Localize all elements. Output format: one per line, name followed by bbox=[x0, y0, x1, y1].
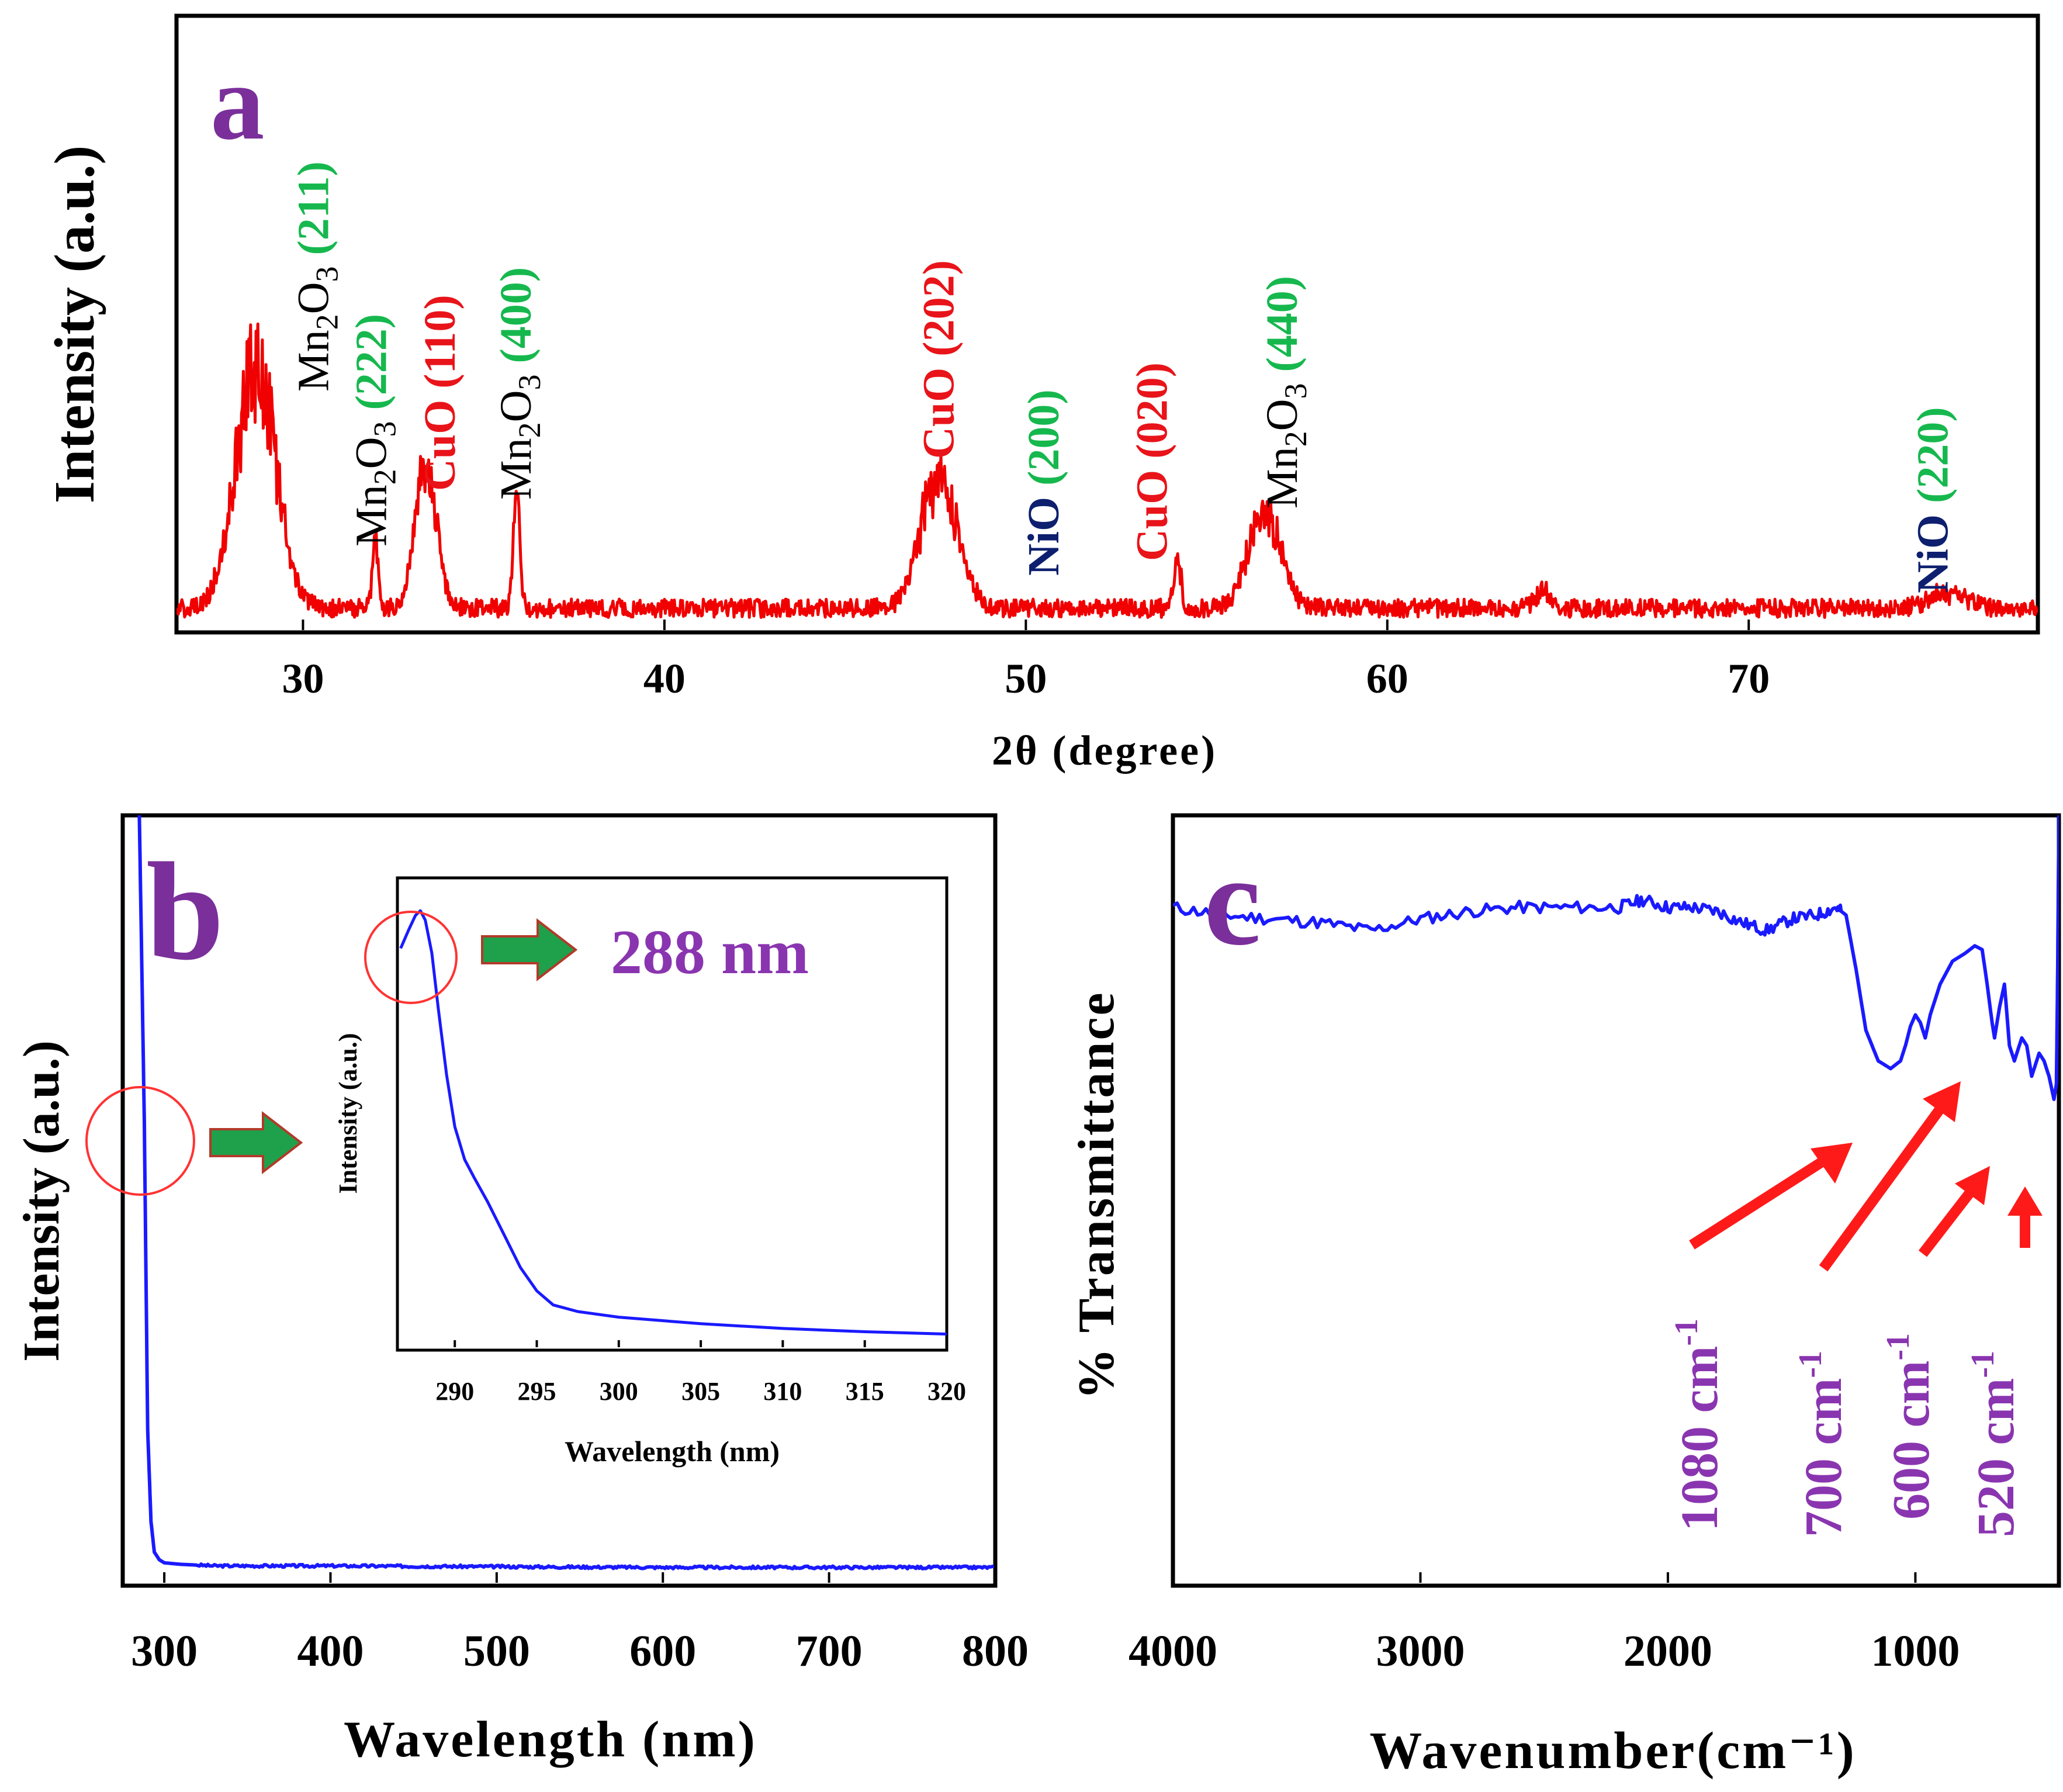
xrd-peak-label: NiO (220) bbox=[1908, 407, 1957, 593]
ftir-spectrum-line bbox=[1173, 815, 2059, 1101]
arrow-600-head-icon bbox=[1955, 1166, 1990, 1205]
xrd-peak-label: Mn2O3 (211) bbox=[289, 161, 345, 392]
inset-ylabel: Intensity (a.u.) bbox=[334, 1033, 362, 1193]
peak-labels: 1080 cm-1 700 cm-1 600 cm-1 520 cm-1 bbox=[1669, 1319, 2025, 1537]
highlight-circle bbox=[85, 1086, 195, 1196]
green-arrow-icon bbox=[209, 1111, 303, 1175]
peak-annotation-288nm: 288 nm bbox=[611, 918, 809, 987]
xrd-tick-label: 30 bbox=[282, 655, 324, 702]
green-arrow-icon bbox=[481, 918, 578, 982]
panel-a-series bbox=[176, 322, 2038, 619]
inset-tick-label: 315 bbox=[846, 1377, 884, 1406]
panel-b-xlabel: Wavelength (nm) bbox=[344, 1711, 757, 1768]
panel-c-xticks: 4000 3000 2000 1000 bbox=[1129, 1572, 1960, 1676]
inset-tick-label: 320 bbox=[927, 1377, 966, 1406]
panel-b-frame bbox=[120, 813, 998, 1588]
inset-xlabel: Wavelength (nm) bbox=[565, 1435, 780, 1468]
panel-a-ylabel: Intensity (a.u.) bbox=[43, 146, 106, 504]
arrow-1080-head-icon bbox=[1811, 1143, 1853, 1184]
xrd-peak-label: Mn2O3 (440) bbox=[1258, 276, 1313, 508]
arrow-520-head-icon bbox=[2007, 1186, 2043, 1216]
xrd-peak-label: Mn2O3 (222) bbox=[347, 314, 403, 546]
xrd-tick-label: 70 bbox=[1728, 655, 1770, 702]
panel-c-frame bbox=[1171, 813, 2061, 1588]
xrd-peak-label: CuO (110) bbox=[416, 295, 465, 491]
inset-tick-label: 295 bbox=[518, 1377, 556, 1406]
uv-tick-label: 300 bbox=[131, 1627, 198, 1676]
panel-c: 4000 3000 2000 1000 c % Transmittance Waven… bbox=[1068, 813, 2061, 1780]
peak-label-700: 700 cm-1 bbox=[1792, 1351, 1853, 1537]
arrow-700-icon bbox=[1819, 1101, 1948, 1272]
panel-b-xticks: 300 400 500 600 700 800 bbox=[131, 1572, 1029, 1676]
panel-a: 30 40 50 60 70 Mn2O3 (211)Mn2O3 (222) CuO (11… bbox=[43, 13, 2040, 774]
ftir-tick-label: 2000 bbox=[1624, 1627, 1712, 1676]
xrd-pattern-line bbox=[176, 322, 2038, 619]
ftir-tick-label: 1000 bbox=[1871, 1627, 1960, 1676]
ftir-tick-label: 4000 bbox=[1129, 1627, 1217, 1676]
inset-tick-label: 305 bbox=[681, 1377, 720, 1406]
inset-xticks: 290 295 300 305 310 315 320 bbox=[435, 1340, 966, 1406]
peak-label-600: 600 cm-1 bbox=[1880, 1333, 1940, 1520]
xrd-peak-label: CuO (020) bbox=[1128, 362, 1177, 561]
panel-b-letter: b bbox=[146, 833, 224, 989]
inset-tick-label: 290 bbox=[435, 1377, 474, 1406]
peak-label-1080: 1080 cm-1 bbox=[1669, 1319, 1729, 1531]
xrd-peak-label: Mn2O3 (400) bbox=[491, 267, 547, 500]
uv-tick-label: 700 bbox=[796, 1627, 863, 1676]
panel-a-peak-labels: Mn2O3 (211)Mn2O3 (222) CuO (110) Mn2O3 (40… bbox=[289, 161, 1958, 593]
xrd-tick-label: 40 bbox=[643, 655, 686, 702]
xrd-tick-label: 50 bbox=[1005, 655, 1047, 702]
arrow-1080-icon bbox=[1689, 1153, 1832, 1250]
panel-b: 300 400 500 600 700 800 b Intensity (a.u.) Wa… bbox=[13, 813, 1029, 1768]
inset-tick-label: 310 bbox=[763, 1377, 802, 1406]
arrow-600-icon bbox=[1918, 1186, 1977, 1257]
ftir-tick-label: 3000 bbox=[1376, 1627, 1465, 1676]
panel-a-xticks: 30 40 50 60 70 bbox=[282, 620, 1770, 702]
panel-a-letter: a bbox=[210, 43, 265, 162]
panel-b-ylabel: Intensity (a.u.) bbox=[13, 1040, 70, 1362]
uv-tick-label: 500 bbox=[463, 1627, 530, 1676]
uv-tick-label: 800 bbox=[962, 1627, 1029, 1676]
panel-c-ylabel: % Transmittance bbox=[1068, 991, 1125, 1399]
xrd-tick-label: 60 bbox=[1366, 655, 1408, 702]
uv-tick-label: 600 bbox=[629, 1627, 696, 1676]
uv-spectrum-line bbox=[137, 815, 994, 1570]
peak-label-520: 520 cm-1 bbox=[1965, 1351, 2025, 1537]
panel-c-letter: c bbox=[1204, 829, 1261, 972]
panel-c-xlabel: Wavenumber(cm⁻¹) bbox=[1369, 1722, 1856, 1780]
panel-a-frame bbox=[174, 13, 2040, 635]
inset-spectrum-line bbox=[399, 909, 947, 1336]
peak-arrows bbox=[1689, 1081, 2043, 1272]
panel-a-xlabel: 2θ (degree) bbox=[992, 727, 1217, 774]
arrow-700-head-icon bbox=[1923, 1081, 1961, 1122]
inset-tick-label: 300 bbox=[600, 1377, 638, 1406]
uv-tick-label: 400 bbox=[297, 1627, 364, 1676]
inset-highlight-circle bbox=[364, 911, 458, 1004]
xrd-peak-label: CuO (202) bbox=[915, 260, 964, 459]
xrd-peak-label: NiO (200) bbox=[1019, 389, 1068, 576]
